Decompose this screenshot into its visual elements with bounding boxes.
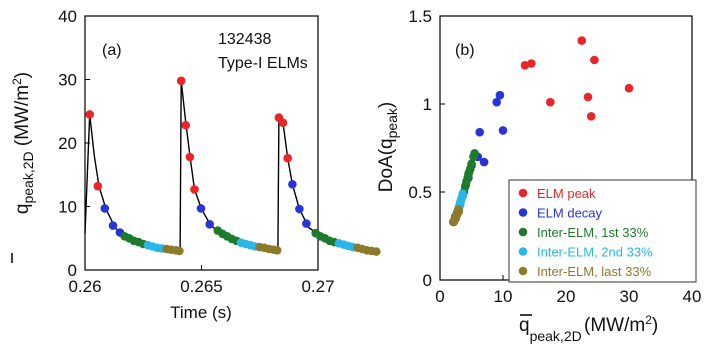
panel-a-ylabel-close: ) [12, 72, 33, 78]
legend-marker-series-1 [518, 208, 528, 217]
panel-b-ylabel: DoA(qpeak) [376, 102, 400, 193]
panel-a-ytick-label: 0 [68, 261, 77, 280]
panel-a-point-series-0 [181, 120, 190, 130]
panel-b-point-series-1 [479, 157, 489, 167]
panel-b-point-series-1 [475, 127, 485, 137]
panel-a-ticks: 0 10 20 30 40 0.26 0.265 0.27 [58, 7, 334, 296]
panel-b-point-series-4 [450, 212, 460, 221]
panel-a-point-series-0 [190, 185, 199, 194]
panel-b-point-series-0 [527, 59, 536, 68]
panel-a-ytick-label: 40 [58, 7, 77, 26]
panel-a-point-series-1 [196, 204, 206, 213]
panel-a-point-series-4 [175, 246, 184, 256]
panel-b-ytick-label: 1.5 [408, 7, 432, 26]
panel-b-xlabel-close: ) [652, 315, 658, 336]
panel-b-point-series-0 [586, 112, 596, 121]
panel-a-trace [84, 80, 377, 253]
panel-b-point-series-0 [577, 36, 587, 45]
panel-b-point-series-0 [583, 92, 593, 102]
svg-text:DoA(qpeak): DoA(qpeak) [376, 102, 400, 193]
panel-b-ylabel-close: ) [376, 102, 397, 108]
panel-b-ylabel-main: DoA(q [376, 138, 397, 192]
legend-marker-series-4 [518, 266, 528, 276]
panel-a-ylabel-main: q [12, 204, 33, 215]
panel-a-elm-type: Type-I ELMs [218, 55, 308, 72]
panel-a-ylabel-units: (MW/m [12, 85, 33, 151]
panel-b-point-series-1 [495, 90, 505, 100]
panel-b-label: (b) [455, 42, 475, 59]
panel-a-ytick-label: 30 [58, 71, 77, 90]
panel-b-ytick-label: 1 [423, 95, 432, 114]
panel-b-xtick-label: 10 [494, 287, 513, 306]
panel-a-point-series-0 [283, 153, 293, 163]
panel-b-point-series-1 [492, 97, 502, 107]
panel-b-xlabel-main: q [519, 315, 530, 336]
panel-b-point-series-2 [464, 170, 473, 179]
panel-a-point-series-4 [372, 247, 381, 256]
panel-a-point-series-0 [185, 152, 195, 162]
panel-b-point-series-0 [590, 55, 599, 65]
panel-b-legend-box [508, 179, 697, 283]
panel-b-points [448, 36, 634, 227]
panel-b-xlabel-sub: peak,2D [530, 328, 582, 344]
panel-b-point-series-2 [470, 149, 479, 158]
panel-a-xtick-label: 0.265 [180, 277, 223, 296]
panel-b-point-series-0 [624, 83, 634, 93]
panel-a-point-series-1 [302, 219, 311, 228]
panel-a-point-series-1 [205, 220, 214, 229]
panel-b-xlabel-sup: 2 [645, 313, 652, 327]
panel-b-point-series-0 [546, 97, 555, 107]
panel-a-shot-number: 132438 [218, 31, 271, 48]
panel-a-xtick-label: 0.26 [68, 277, 101, 296]
panel-a-point-series-1 [100, 204, 110, 213]
panel-a-label: (a) [102, 42, 122, 59]
panel-b-ytick-label: 0.5 [408, 183, 432, 202]
panel-a: 0 10 20 30 40 0.26 0.265 0.27 (a) 132438 Type-I… [10, 7, 381, 322]
panel-a-ylabel-sub: peak,2D [20, 151, 36, 203]
panel-b-xtick-label: 0 [435, 287, 444, 306]
legend-label-series-4: Inter-ELM, last 33% [537, 264, 652, 279]
legend-marker-series-0 [518, 188, 528, 198]
panel-b-ticks: 0 0.5 1 1.5 0 10 20 30 40 [408, 7, 701, 306]
panel-a-point-series-0 [93, 181, 103, 191]
panel-a-point-series-4 [272, 246, 282, 255]
legend-label-series-0: ELM peak [537, 186, 596, 201]
panel-b-point-series-1 [498, 126, 508, 135]
legend-label-series-2: Inter-ELM, 1st 33% [537, 225, 649, 240]
panel-a-point-series-1 [108, 221, 118, 230]
panel-b-point-series-2 [467, 159, 476, 169]
panel-a-signal-line [84, 80, 377, 253]
panel-b: 0 0.5 1 1.5 0 10 20 30 40 (b) ELM peak ELM decay I… [376, 7, 701, 344]
svg-text:qpeak,2D(MW/m2): qpeak,2D (MW/m2) [519, 313, 658, 344]
panel-b-legend: ELM peak ELM decay Inter-ELM, 1st 33% Inter… [508, 179, 697, 283]
panel-a-point-series-1 [288, 180, 297, 189]
panel-a-point-series-0 [176, 76, 186, 86]
legend-marker-series-3 [518, 247, 528, 256]
legend-marker-series-2 [518, 227, 528, 237]
panel-b-xtick-label: 30 [620, 287, 639, 306]
panel-a-ytick-label: 10 [58, 198, 77, 217]
panel-a-ylabel: qpeak,2D (MW/m2) [10, 72, 36, 263]
panel-b-xtick-label: 20 [557, 287, 576, 306]
panel-a-xtick-label: 0.27 [301, 277, 334, 296]
panel-a-ytick-label: 20 [58, 134, 77, 153]
panel-b-xlabel: qpeak,2D (MW/m2) [519, 313, 658, 344]
legend-label-series-3: Inter-ELM, 2nd 33% [537, 245, 653, 260]
panel-a-point-series-0 [278, 118, 288, 127]
panel-a-xlabel: Time (s) [170, 303, 232, 322]
panel-a-ylabel-sup: 2 [10, 78, 24, 85]
svg-text:qpeak,2D (MW/m2): qpeak,2D (MW/m2) [10, 72, 36, 214]
panel-a-point-series-1 [295, 204, 304, 214]
panel-b-xtick-label: 40 [683, 287, 702, 306]
panel-a-point-series-0 [85, 110, 94, 119]
panel-b-ylabel-sub: peak [384, 107, 400, 138]
panel-b-point-series-3 [458, 189, 468, 199]
panel-b-ytick-label: 0 [423, 271, 432, 290]
panel-b-xlabel-units: (MW/m [584, 315, 645, 336]
legend-label-series-1: ELM decay [537, 206, 603, 221]
panel-b-point-series-2 [461, 180, 471, 190]
panel-a-points [85, 76, 381, 256]
